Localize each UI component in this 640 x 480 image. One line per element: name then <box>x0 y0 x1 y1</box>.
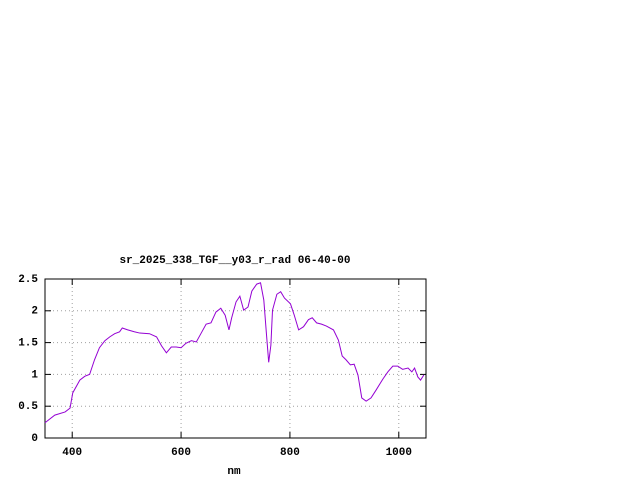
y-tick-label: 1.5 <box>18 338 38 350</box>
x-tick-label: 1000 <box>386 447 412 459</box>
x-axis-label: nm <box>227 466 241 478</box>
x-tick-label: 600 <box>171 447 191 459</box>
y-tick-label: 2.5 <box>18 274 38 286</box>
x-tick-label: 800 <box>280 447 300 459</box>
y-tick-label: 1 <box>31 369 38 381</box>
y-tick-label: 0.5 <box>18 401 38 413</box>
chart-title: sr_2025_338_TGF__y03_r_rad 06-40-00 <box>119 255 350 267</box>
data-line <box>44 282 425 424</box>
plot-border <box>44 278 427 439</box>
x-tick-label: 400 <box>62 447 82 459</box>
y-tick-label: 0 <box>31 433 38 445</box>
y-tick-label: 2 <box>31 306 38 318</box>
